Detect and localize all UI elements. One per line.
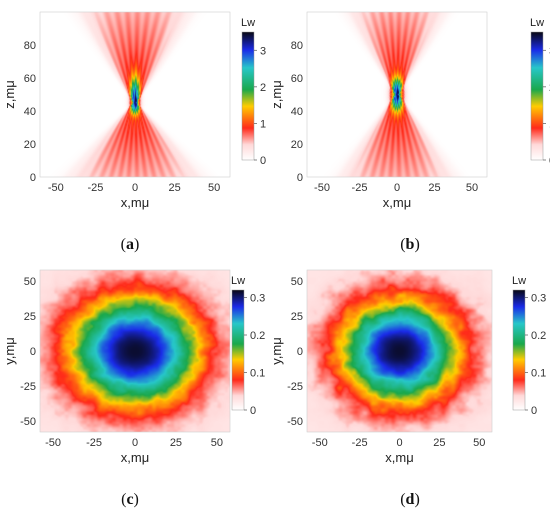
y-tick-label: 40: [291, 106, 303, 118]
x-axis-label: x,mμ: [383, 195, 411, 210]
x-tick-label: 0: [394, 182, 400, 194]
x-tick-label: -50: [314, 182, 330, 194]
x-tick-label: -50: [48, 182, 64, 194]
y-tick-label: 20: [291, 139, 303, 151]
colorbar-tick-label: 3: [260, 45, 266, 57]
colorbar: [231, 289, 245, 411]
x-axis-label: x,mμ: [121, 450, 149, 465]
colorbar-tick-label: 0: [250, 405, 256, 417]
y-tick-label: 50: [291, 276, 303, 288]
x-tick-label: 50: [473, 437, 485, 449]
panel-d: -50 -25 0 25 50 50 25 0 -25 -50 x,mμ y,mμ Lw 0 0.1 0.2 0…: [269, 269, 546, 508]
heatmap-a: [40, 12, 230, 177]
x-tick-label: 0: [132, 437, 138, 449]
colorbar-title: Lw: [241, 17, 255, 29]
x-tick-label: 50: [466, 182, 478, 194]
colorbar-tick-label: 0.2: [531, 330, 546, 342]
y-tick-label: 40: [24, 106, 36, 118]
y-tick-label: 25: [24, 311, 36, 323]
colorbar: [512, 289, 526, 411]
colorbar-tick-label: 0: [260, 155, 266, 167]
x-tick-label: 50: [208, 182, 220, 194]
plot-frame: [39, 269, 231, 433]
x-tick-label: -25: [87, 182, 103, 194]
colorbar-title: Lw: [530, 17, 544, 29]
colorbar-tick-label: 0.1: [250, 368, 265, 380]
y-tick-label: 60: [24, 73, 36, 85]
y-tick-label: 0: [297, 346, 303, 358]
x-tick-label: -50: [312, 437, 328, 449]
panel-a: -50 -25 0 25 50 0 20 40 60 80 x,mμ z,mμ Lw 0 1 2 3 (a): [2, 11, 266, 253]
x-tick-label: 0: [132, 182, 138, 194]
y-axis-label: z,mμ: [2, 80, 17, 108]
colorbar: [530, 31, 544, 161]
colorbar-tick-label: 2: [260, 82, 266, 94]
colorbar: [241, 31, 255, 161]
y-tick-label: -50: [20, 416, 36, 428]
y-axis-label: z,mμ: [269, 80, 284, 108]
colorbar-tick-label: 0.3: [531, 293, 546, 305]
colorbar-title: Lw: [512, 275, 526, 287]
panel-caption: (c): [121, 491, 139, 508]
x-tick-label: -50: [45, 437, 61, 449]
heatmap-d: [307, 270, 492, 432]
y-tick-label: 80: [291, 40, 303, 52]
y-tick-label: 0: [30, 346, 36, 358]
x-tick-label: 25: [428, 182, 440, 194]
y-tick-label: 50: [24, 276, 36, 288]
y-tick-label: 0: [297, 172, 303, 184]
y-tick-label: -25: [20, 381, 36, 393]
y-tick-label: -50: [287, 416, 303, 428]
colorbar-tick-label: 1: [260, 118, 266, 130]
colorbar-tick-label: 0.2: [250, 330, 265, 342]
x-tick-label: 25: [168, 182, 180, 194]
heatmap-c: [40, 270, 230, 432]
x-tick-label: -25: [352, 182, 368, 194]
x-tick-label: 25: [170, 437, 182, 449]
colorbar-tick-label: 0.1: [531, 368, 546, 380]
x-tick-label: 0: [396, 437, 402, 449]
panel-c: -50 -25 0 25 50 50 25 0 -25 -50 x,mμ y,mμ Lw 0 0.1 0.2 0…: [2, 269, 265, 508]
x-tick-label: -25: [86, 437, 102, 449]
y-tick-label: 80: [24, 40, 36, 52]
y-tick-label: 25: [291, 311, 303, 323]
plot-frame: [306, 11, 488, 178]
y-tick-label: 60: [291, 73, 303, 85]
colorbar-tick-label: 0.3: [250, 293, 265, 305]
panel-caption: (b): [400, 236, 420, 253]
x-tick-label: 25: [433, 437, 445, 449]
plot-frame: [306, 269, 493, 433]
heatmap-b: [307, 12, 487, 177]
x-tick-label: -25: [352, 437, 368, 449]
panel-caption: (d): [400, 491, 420, 508]
panel-caption: (a): [121, 236, 140, 253]
plot-frame: [39, 11, 231, 178]
y-axis-label: y,mμ: [2, 337, 17, 364]
x-axis-label: x,mμ: [121, 195, 149, 210]
y-tick-label: 20: [24, 139, 36, 151]
x-axis-label: x,mμ: [385, 450, 413, 465]
y-axis-label: y,mμ: [269, 337, 284, 364]
x-tick-label: 50: [211, 437, 223, 449]
colorbar-title: Lw: [231, 275, 245, 287]
y-tick-label: -25: [287, 381, 303, 393]
y-tick-label: 0: [30, 172, 36, 184]
colorbar-tick-label: 0: [531, 405, 537, 417]
